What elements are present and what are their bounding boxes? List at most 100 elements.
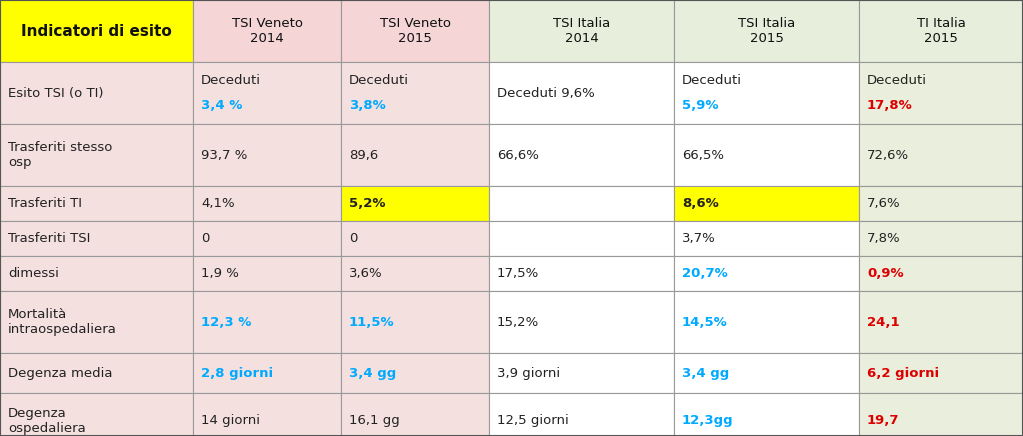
Text: Trasferiti stesso
osp: Trasferiti stesso osp bbox=[8, 141, 113, 169]
Bar bbox=[193, 221, 341, 256]
Bar bbox=[0, 221, 193, 256]
Text: Esito TSI (o TI): Esito TSI (o TI) bbox=[8, 86, 103, 99]
Text: 12,3gg: 12,3gg bbox=[682, 414, 733, 427]
Bar bbox=[489, 62, 674, 124]
Bar bbox=[489, 353, 674, 393]
Bar bbox=[0, 186, 193, 221]
Bar bbox=[674, 221, 859, 256]
Text: 2,8 giorni: 2,8 giorni bbox=[201, 367, 273, 379]
Text: 11,5%: 11,5% bbox=[349, 316, 395, 328]
Text: 19,7: 19,7 bbox=[868, 414, 899, 427]
Bar bbox=[0, 393, 193, 436]
Text: 3,6%: 3,6% bbox=[349, 267, 383, 280]
Text: TI Italia
2015: TI Italia 2015 bbox=[917, 17, 966, 45]
Bar bbox=[341, 124, 489, 186]
Bar bbox=[193, 186, 341, 221]
Text: 93,7 %: 93,7 % bbox=[201, 149, 248, 161]
Text: 16,1 gg: 16,1 gg bbox=[349, 414, 400, 427]
Bar bbox=[489, 186, 674, 221]
Text: Deceduti: Deceduti bbox=[201, 74, 261, 87]
Text: TSI Veneto
2014: TSI Veneto 2014 bbox=[231, 17, 303, 45]
Text: 0: 0 bbox=[349, 232, 357, 245]
Text: 72,6%: 72,6% bbox=[868, 149, 909, 161]
Bar bbox=[341, 256, 489, 291]
Text: Trasferiti TI: Trasferiti TI bbox=[8, 197, 82, 210]
Text: 3,7%: 3,7% bbox=[682, 232, 716, 245]
Bar bbox=[489, 291, 674, 353]
Text: 14 giorni: 14 giorni bbox=[201, 414, 260, 427]
Text: 66,5%: 66,5% bbox=[682, 149, 724, 161]
Text: 6,2 giorni: 6,2 giorni bbox=[868, 367, 939, 379]
Bar bbox=[193, 393, 341, 436]
Bar bbox=[193, 256, 341, 291]
Bar bbox=[193, 62, 341, 124]
Bar bbox=[341, 186, 489, 221]
Text: 5,2%: 5,2% bbox=[349, 197, 386, 210]
Text: Trasferiti TSI: Trasferiti TSI bbox=[8, 232, 90, 245]
Text: Indicatori di esito: Indicatori di esito bbox=[21, 24, 172, 38]
Bar bbox=[489, 221, 674, 256]
Text: 3,8%: 3,8% bbox=[349, 99, 386, 112]
Text: 66,6%: 66,6% bbox=[497, 149, 539, 161]
Bar bbox=[859, 393, 1023, 436]
Bar bbox=[341, 62, 489, 124]
Bar bbox=[674, 124, 859, 186]
Bar bbox=[859, 291, 1023, 353]
Bar bbox=[859, 256, 1023, 291]
Text: TSI Italia
2015: TSI Italia 2015 bbox=[738, 17, 795, 45]
Bar bbox=[859, 353, 1023, 393]
Text: 7,8%: 7,8% bbox=[868, 232, 900, 245]
Text: 3,9 giorni: 3,9 giorni bbox=[497, 367, 561, 379]
Bar bbox=[859, 186, 1023, 221]
Text: 7,6%: 7,6% bbox=[868, 197, 900, 210]
Bar bbox=[674, 0, 859, 62]
Text: 89,6: 89,6 bbox=[349, 149, 379, 161]
Text: Deceduti: Deceduti bbox=[682, 74, 742, 87]
Text: 12,5 giorni: 12,5 giorni bbox=[497, 414, 569, 427]
Bar bbox=[0, 0, 193, 62]
Bar bbox=[0, 256, 193, 291]
Text: Deceduti 9,6%: Deceduti 9,6% bbox=[497, 86, 594, 99]
Bar bbox=[859, 221, 1023, 256]
Text: 0: 0 bbox=[201, 232, 210, 245]
Bar bbox=[489, 0, 674, 62]
Text: Degenza
ospedaliera: Degenza ospedaliera bbox=[8, 406, 86, 435]
Text: 4,1%: 4,1% bbox=[201, 197, 234, 210]
Text: Deceduti: Deceduti bbox=[868, 74, 927, 87]
Bar bbox=[489, 393, 674, 436]
Text: Deceduti: Deceduti bbox=[349, 74, 409, 87]
Bar bbox=[674, 186, 859, 221]
Text: 17,8%: 17,8% bbox=[868, 99, 913, 112]
Bar bbox=[489, 256, 674, 291]
Bar bbox=[674, 62, 859, 124]
Text: 1,9 %: 1,9 % bbox=[201, 267, 239, 280]
Bar bbox=[674, 256, 859, 291]
Bar bbox=[341, 393, 489, 436]
Bar bbox=[674, 291, 859, 353]
Text: 3,4 %: 3,4 % bbox=[201, 99, 242, 112]
Bar bbox=[0, 291, 193, 353]
Bar bbox=[341, 291, 489, 353]
Text: 14,5%: 14,5% bbox=[682, 316, 727, 328]
Bar bbox=[859, 124, 1023, 186]
Bar bbox=[0, 62, 193, 124]
Bar bbox=[193, 291, 341, 353]
Bar bbox=[0, 124, 193, 186]
Bar bbox=[341, 353, 489, 393]
Text: 0,9%: 0,9% bbox=[868, 267, 903, 280]
Bar bbox=[193, 353, 341, 393]
Bar bbox=[674, 393, 859, 436]
Bar bbox=[193, 0, 341, 62]
Text: dimessi: dimessi bbox=[8, 267, 59, 280]
Bar bbox=[341, 0, 489, 62]
Text: 3,4 gg: 3,4 gg bbox=[682, 367, 729, 379]
Text: 15,2%: 15,2% bbox=[497, 316, 539, 328]
Text: TSI Italia
2014: TSI Italia 2014 bbox=[552, 17, 610, 45]
Text: 12,3 %: 12,3 % bbox=[201, 316, 252, 328]
Bar bbox=[674, 353, 859, 393]
Text: 5,9%: 5,9% bbox=[682, 99, 718, 112]
Bar bbox=[341, 221, 489, 256]
Text: 8,6%: 8,6% bbox=[682, 197, 719, 210]
Bar bbox=[489, 124, 674, 186]
Bar bbox=[0, 353, 193, 393]
